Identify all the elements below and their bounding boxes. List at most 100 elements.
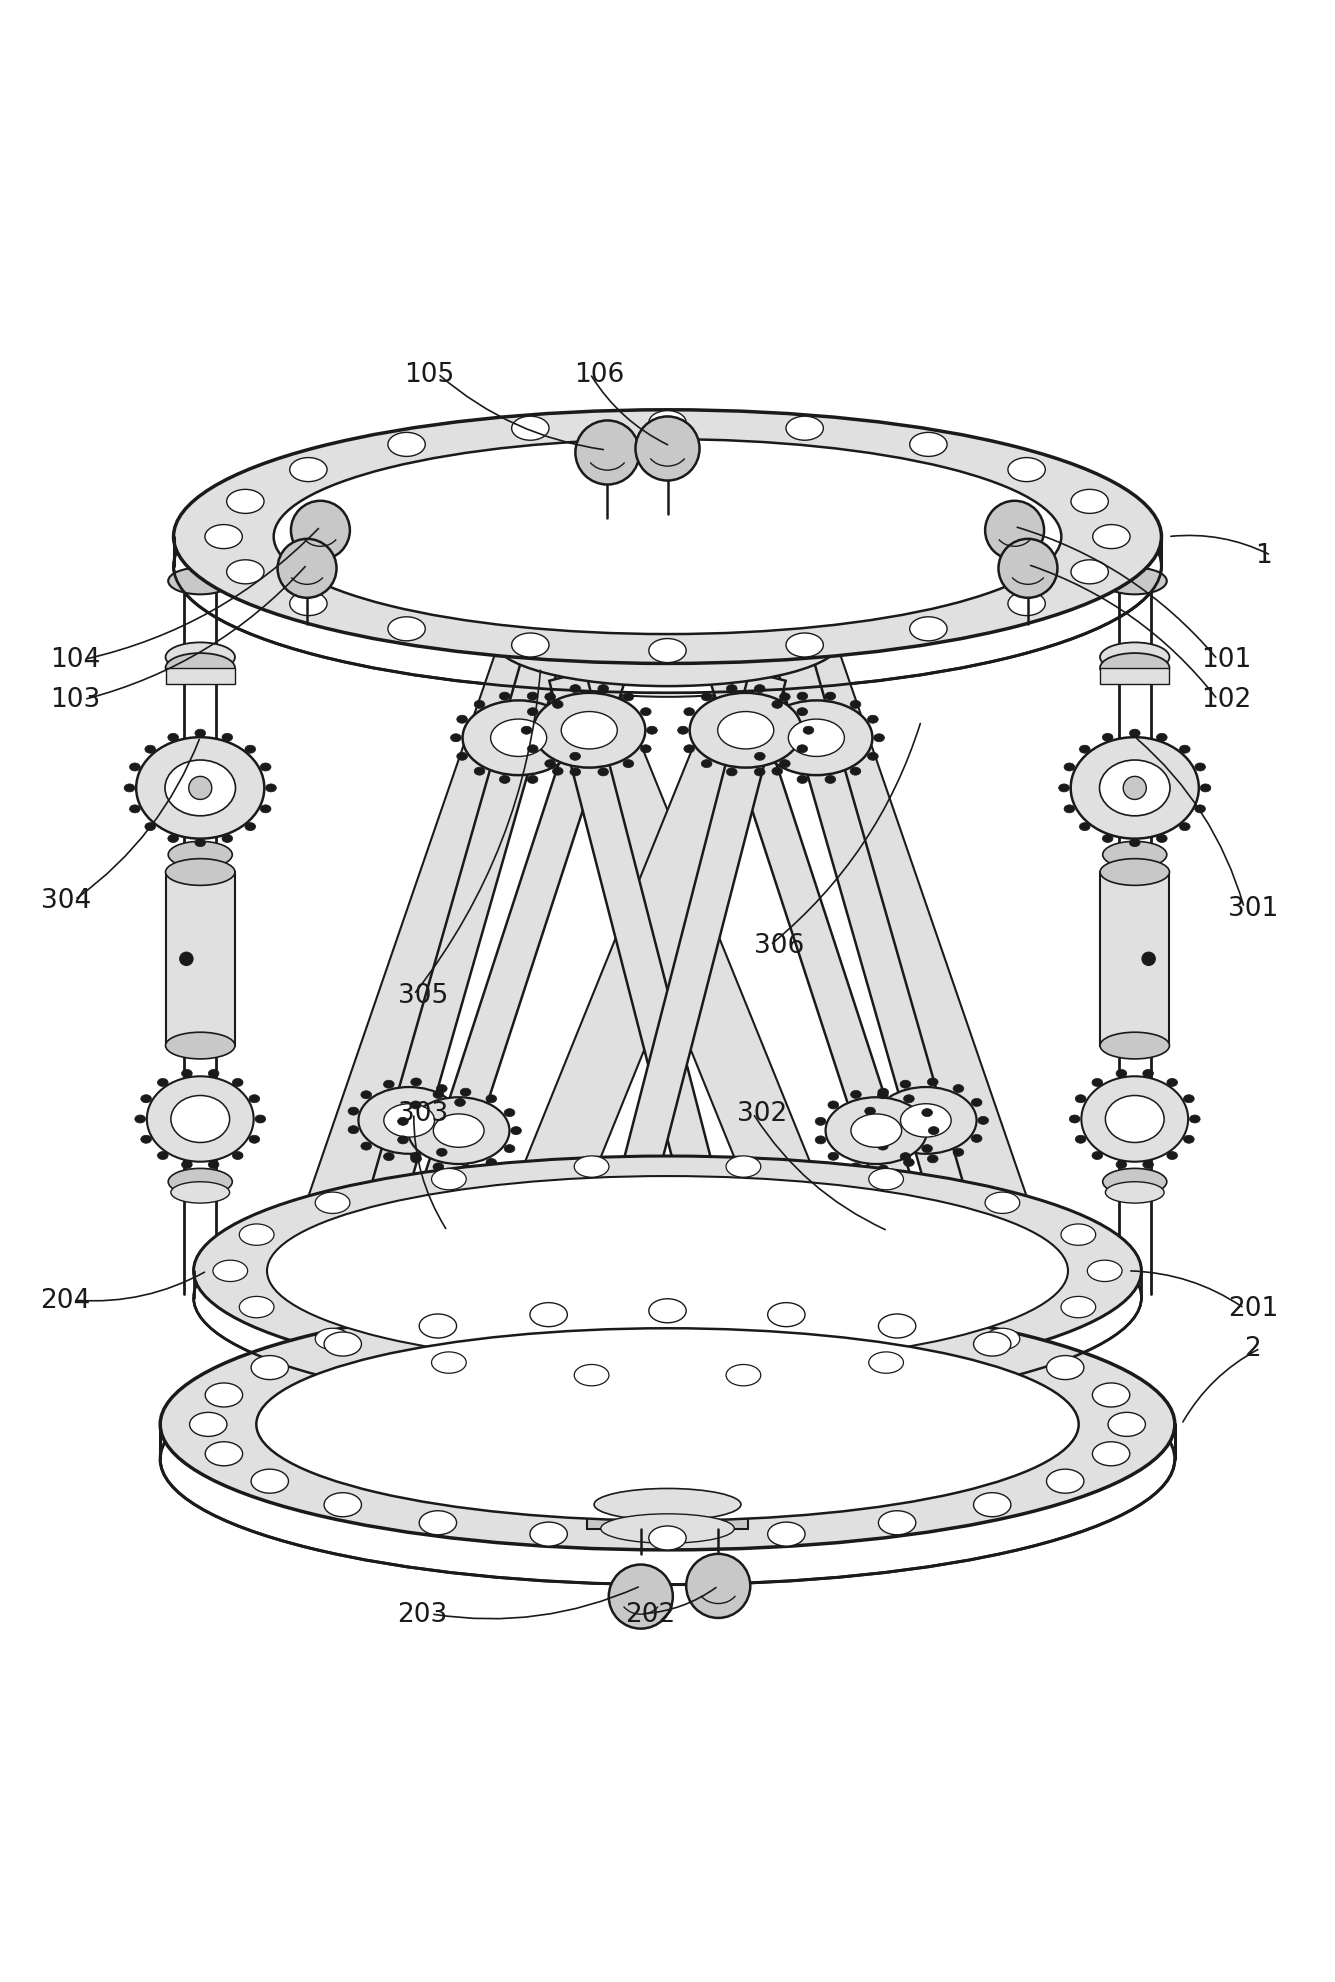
Circle shape xyxy=(575,422,639,486)
Ellipse shape xyxy=(511,634,549,658)
Ellipse shape xyxy=(1103,733,1113,741)
Ellipse shape xyxy=(1008,458,1045,482)
Ellipse shape xyxy=(129,805,140,813)
Ellipse shape xyxy=(1061,1225,1096,1245)
Bar xyxy=(1100,668,1169,684)
Ellipse shape xyxy=(1167,1152,1177,1159)
Ellipse shape xyxy=(1071,737,1199,838)
Ellipse shape xyxy=(1103,569,1167,595)
Ellipse shape xyxy=(641,708,651,716)
Ellipse shape xyxy=(641,745,651,753)
Ellipse shape xyxy=(455,1136,466,1144)
Ellipse shape xyxy=(398,1136,409,1144)
Ellipse shape xyxy=(570,716,581,723)
Ellipse shape xyxy=(928,1156,939,1163)
Text: 103: 103 xyxy=(49,688,100,714)
Polygon shape xyxy=(370,656,558,1203)
Ellipse shape xyxy=(1061,1296,1096,1318)
Ellipse shape xyxy=(1059,785,1069,793)
Ellipse shape xyxy=(921,1110,932,1118)
Ellipse shape xyxy=(850,1090,861,1098)
Circle shape xyxy=(985,501,1044,561)
Ellipse shape xyxy=(1156,733,1167,741)
Ellipse shape xyxy=(868,716,878,723)
Ellipse shape xyxy=(168,733,179,741)
Ellipse shape xyxy=(900,1104,951,1138)
Ellipse shape xyxy=(1069,1116,1080,1124)
Ellipse shape xyxy=(598,769,609,777)
Ellipse shape xyxy=(383,1154,394,1161)
Ellipse shape xyxy=(190,1413,227,1437)
Ellipse shape xyxy=(545,694,555,702)
Ellipse shape xyxy=(124,785,135,793)
Ellipse shape xyxy=(324,1492,362,1516)
Ellipse shape xyxy=(545,761,555,769)
Ellipse shape xyxy=(174,440,1161,694)
Ellipse shape xyxy=(825,1098,926,1163)
Ellipse shape xyxy=(398,1118,409,1126)
Ellipse shape xyxy=(255,1116,266,1124)
Ellipse shape xyxy=(527,745,538,753)
Ellipse shape xyxy=(1092,1078,1103,1086)
Ellipse shape xyxy=(754,686,765,694)
Ellipse shape xyxy=(455,1098,466,1106)
Ellipse shape xyxy=(166,761,235,817)
Ellipse shape xyxy=(869,1169,904,1191)
Ellipse shape xyxy=(461,1165,471,1173)
Ellipse shape xyxy=(136,737,264,838)
Ellipse shape xyxy=(411,1156,422,1163)
Ellipse shape xyxy=(168,1169,232,1195)
Ellipse shape xyxy=(499,694,510,702)
Text: 306: 306 xyxy=(754,934,805,959)
Bar xyxy=(1100,872,1169,1046)
Ellipse shape xyxy=(383,1080,394,1088)
Ellipse shape xyxy=(1184,1096,1195,1104)
Ellipse shape xyxy=(1129,838,1140,846)
Ellipse shape xyxy=(232,1078,243,1086)
Ellipse shape xyxy=(973,1492,1011,1516)
Ellipse shape xyxy=(649,1298,686,1324)
Ellipse shape xyxy=(1008,593,1045,616)
Ellipse shape xyxy=(1108,1413,1145,1437)
Ellipse shape xyxy=(684,708,694,716)
Ellipse shape xyxy=(160,1334,1175,1586)
Ellipse shape xyxy=(701,694,712,702)
Ellipse shape xyxy=(726,1366,761,1385)
Ellipse shape xyxy=(561,712,617,749)
Ellipse shape xyxy=(1200,785,1211,793)
Ellipse shape xyxy=(1105,1181,1164,1203)
Ellipse shape xyxy=(928,1128,939,1136)
Ellipse shape xyxy=(266,785,276,793)
Ellipse shape xyxy=(575,735,586,743)
Ellipse shape xyxy=(874,1088,976,1154)
Ellipse shape xyxy=(206,525,243,549)
Ellipse shape xyxy=(797,745,808,753)
Ellipse shape xyxy=(953,1150,964,1157)
Ellipse shape xyxy=(505,1146,515,1154)
Ellipse shape xyxy=(166,1033,235,1060)
Ellipse shape xyxy=(511,416,549,442)
Ellipse shape xyxy=(505,1110,515,1118)
Ellipse shape xyxy=(146,745,156,753)
Ellipse shape xyxy=(521,727,531,735)
Ellipse shape xyxy=(623,694,634,702)
Ellipse shape xyxy=(797,777,808,785)
Ellipse shape xyxy=(168,842,232,868)
Ellipse shape xyxy=(206,1443,243,1467)
Ellipse shape xyxy=(1080,823,1091,830)
Ellipse shape xyxy=(450,735,461,743)
Ellipse shape xyxy=(239,1225,274,1245)
Ellipse shape xyxy=(1071,490,1108,513)
Circle shape xyxy=(180,953,194,965)
Ellipse shape xyxy=(474,767,485,775)
Ellipse shape xyxy=(457,716,467,723)
Ellipse shape xyxy=(527,694,538,702)
Ellipse shape xyxy=(174,410,1161,664)
Ellipse shape xyxy=(527,777,538,785)
Ellipse shape xyxy=(431,1352,466,1374)
Ellipse shape xyxy=(1116,1070,1127,1078)
Ellipse shape xyxy=(462,1116,473,1126)
Ellipse shape xyxy=(409,1098,510,1163)
Ellipse shape xyxy=(348,1108,359,1116)
Ellipse shape xyxy=(570,769,581,777)
